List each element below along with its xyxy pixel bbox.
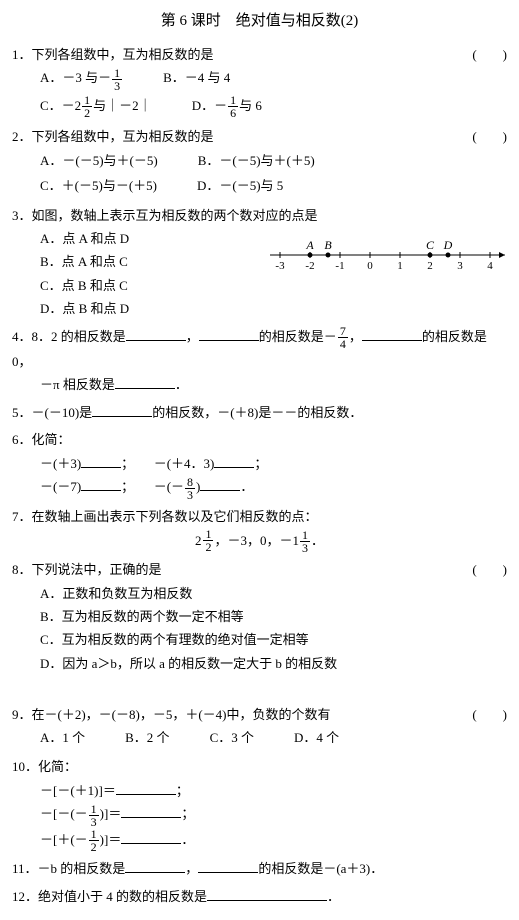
q9-paren: ( ) (472, 703, 507, 726)
svg-text:C: C (426, 238, 435, 252)
q12: 12．绝对值小于 4 的数的相反数是． (12, 885, 507, 908)
q9: 9．在－(＋2)，－(－8)，－5，＋(－4)中，负数的个数有 ( ) A．1 … (12, 703, 507, 752)
q11: 11．－b 的相反数是，的相反数是－(a＋3)． (12, 857, 507, 880)
q6-stem: 化简： (32, 432, 71, 447)
blank (121, 804, 181, 818)
blank (121, 830, 181, 844)
svg-text:-2: -2 (305, 260, 314, 272)
q8-paren: ( ) (472, 558, 507, 581)
blank (92, 403, 152, 417)
q6-num: 6． (12, 432, 32, 447)
blank (81, 477, 121, 491)
q1-opt-c: C．－212与｜－2｜ (40, 94, 152, 120)
q2-opt-b: B．－(－5)与＋(＋5) (198, 149, 315, 172)
q1-opt-a: A．－3 与－13 (40, 66, 123, 92)
q2-num: 2． (12, 129, 32, 144)
svg-text:-3: -3 (275, 260, 285, 272)
q1-stem: 下列各组数中，互为相反数的是 (32, 47, 214, 62)
q9-num: 9． (12, 707, 32, 722)
blank (81, 454, 121, 468)
q12-num: 12． (12, 889, 38, 904)
q9-opt-a: A．1 个 (40, 726, 85, 749)
q7-stem: 在数轴上画出表示下列各数以及它们相反数的点： (32, 509, 318, 524)
blank (200, 477, 240, 491)
q5: 5．－(－10)是的相反数，－(＋8)是－－的相反数． (12, 401, 507, 424)
svg-text:2: 2 (427, 260, 433, 272)
q9-stem: 在－(＋2)，－(－8)，－5，＋(－4)中，负数的个数有 (32, 707, 331, 722)
q9-opt-b: B．2 个 (125, 726, 169, 749)
svg-text:3: 3 (457, 260, 463, 272)
blank (207, 887, 327, 901)
q8-opt-c: C．互为相反数的两个有理数的绝对值一定相等 (40, 628, 507, 651)
q1-paren: ( ) (472, 43, 507, 66)
q1-opt-d: D．－16与 6 (192, 94, 262, 120)
q9-opt-c: C．3 个 (210, 726, 254, 749)
q11-num: 11． (12, 861, 38, 876)
q2-opt-a: A．－(－5)与＋(－5) (40, 149, 158, 172)
q3-opt-b: B．点 A 和点 C (40, 250, 220, 273)
q2: 2．下列各组数中，互为相反数的是 ( ) A．－(－5)与＋(－5) B．－(－… (12, 125, 507, 199)
q10-num: 10． (12, 759, 38, 774)
svg-text:A: A (305, 238, 314, 252)
q2-stem: 下列各组数中，互为相反数的是 (32, 129, 214, 144)
q4: 4．8．2 的相反数是，的相反数是－74，的相反数是 0， －π 相反数是． (12, 325, 507, 397)
q3-opt-c: C．点 B 和点 C (40, 274, 220, 297)
q9-opt-d: D．4 个 (294, 726, 339, 749)
q8-stem: 下列说法中，正确的是 (32, 562, 162, 577)
q1-num: 1． (12, 47, 32, 62)
blank (116, 781, 176, 795)
q7: 7．在数轴上画出表示下列各数以及它们相反数的点： 212，－3，0，－113． (12, 505, 507, 555)
q3-stem: 如图，数轴上表示互为相反数的两个数对应的点是 (32, 208, 318, 223)
blank (214, 454, 254, 468)
q2-opt-d: D．－(－5)与 5 (197, 174, 283, 197)
q10: 10．化简： －[－(＋1)]＝； －[－(－13)]＝； －[＋(－12)]＝… (12, 755, 507, 853)
q7-num: 7． (12, 509, 32, 524)
blank (115, 375, 175, 389)
q3-num: 3． (12, 208, 32, 223)
q2-opt-c: C．＋(－5)与－(＋5) (40, 174, 157, 197)
q6: 6．化简： －(＋3)； －(＋4．3)； －(－7)； －(－83)． (12, 428, 507, 500)
svg-text:4: 4 (487, 260, 493, 272)
blank (198, 859, 258, 873)
q8: 8．下列说法中，正确的是 ( ) A．正数和负数互为相反数 B．互为相反数的两个… (12, 558, 507, 675)
q3-numberline: -3 -2 -1 0 1 2 3 4 AB CD (260, 227, 519, 321)
q8-opt-b: B．互为相反数的两个数一定不相等 (40, 605, 507, 628)
q5-num: 5． (12, 405, 32, 420)
q3: 3．如图，数轴上表示互为相反数的两个数对应的点是 A．点 A 和点 D B．点 … (12, 204, 507, 321)
svg-text:0: 0 (367, 260, 373, 272)
q1-opt-b: B．－4 与 4 (163, 66, 230, 92)
svg-text:-1: -1 (335, 260, 344, 272)
blank (199, 327, 259, 341)
svg-text:1: 1 (397, 260, 403, 272)
q3-opt-a: A．点 A 和点 D (40, 227, 220, 250)
q8-num: 8． (12, 562, 32, 577)
q2-paren: ( ) (472, 125, 507, 148)
blank (362, 327, 422, 341)
q8-opt-a: A．正数和负数互为相反数 (40, 582, 507, 605)
svg-text:D: D (443, 238, 453, 252)
q8-opt-d: D．因为 a＞b，所以 a 的相反数一定大于 b 的相反数 (40, 652, 507, 675)
q1: 1．下列各组数中，互为相反数的是 ( ) A．－3 与－13 B．－4 与 4 … (12, 43, 507, 121)
svg-text:B: B (324, 238, 332, 252)
blank (125, 859, 185, 873)
q10-stem: 化简： (38, 759, 77, 774)
blank (126, 327, 186, 341)
q4-num: 4． (12, 329, 32, 344)
q3-opt-d: D．点 B 和点 D (40, 297, 220, 320)
page-title: 第 6 课时 绝对值与相反数(2) (12, 8, 507, 35)
